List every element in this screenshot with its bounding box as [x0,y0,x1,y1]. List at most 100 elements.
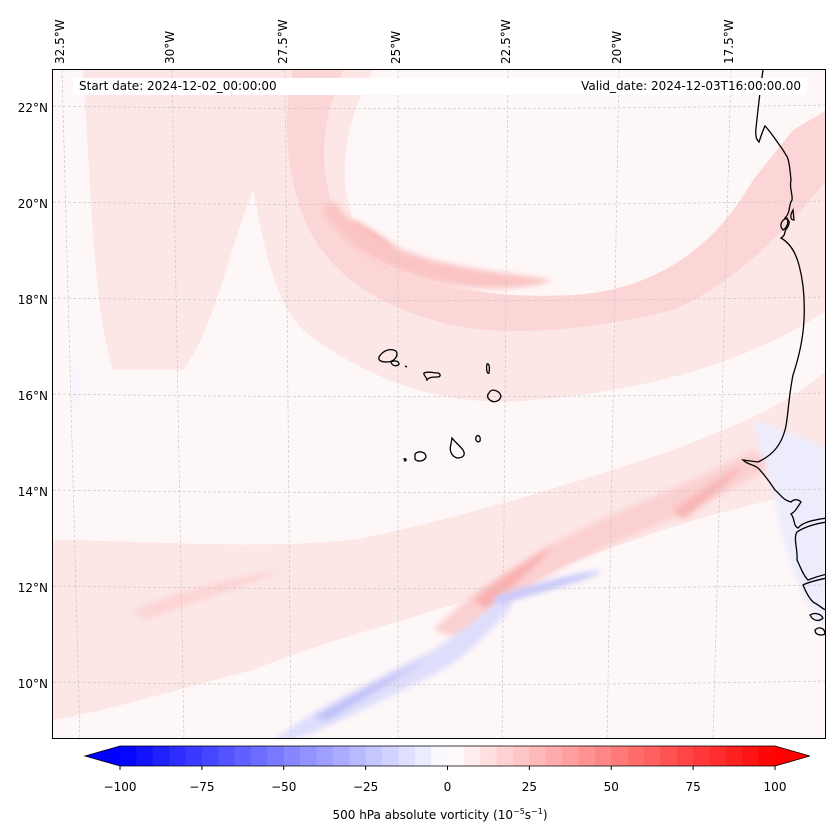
colorbar-segment [365,746,383,766]
island-maio [475,434,481,443]
field-region-negative-diagonal [275,595,513,738]
valid-date-label: Valid_date: 2024-12-03T16:00:00.00 [513,78,807,95]
colorbar-tick-label: 100 [763,780,787,794]
colorbar-segment [496,746,514,766]
colorbar-segment [480,746,498,766]
longitude-tick-label: 30°W [163,30,177,64]
longitude-gridline [501,70,509,738]
colorbar-segment [660,746,678,766]
colorbar-tick-label: −25 [352,780,379,794]
colorbar-segment [251,746,268,766]
field-region-negative-diagonal-core [313,658,428,720]
colorbar-segment [529,746,547,766]
field-region-positive-west-band [133,570,283,620]
colorbar-svg [83,745,812,770]
start-date-label: Start date: 2024-12-02_00:00:00 [73,78,519,95]
field-region-positive-arc [286,70,825,331]
colorbar-segment [349,746,367,766]
longitude-tick-label: 17.5°W [722,19,736,64]
field-region-positive-arc-peak [348,220,398,250]
latitude-gridline [53,104,825,110]
latitude-gridline [53,200,825,206]
colorbar-segment [414,746,432,766]
field-region-negative-center [493,570,601,604]
island-santiago [449,436,465,459]
longitude-tick-label: 20°W [610,30,624,64]
colorbar-segment [578,746,596,766]
colorbar-label-end: ) [542,808,548,822]
latitude-gridline [53,296,825,302]
colorbar-segment [382,746,399,766]
island-sal [485,363,491,375]
graticule [53,70,825,738]
longitude-gridline [61,70,81,738]
longitude-tick-label: 22.5°W [499,19,513,64]
latitude-tick-label: 18°N [17,293,48,307]
colorbar-segment [594,746,612,766]
colorbar-segment [201,746,219,766]
colorbar-segment [709,746,727,766]
colorbar-extend-min [85,746,120,766]
vorticity-field [53,70,825,738]
colorbar-segment [185,746,203,766]
field-region-positive-arc-core [323,200,553,289]
colorbar-segment [398,746,416,766]
latitude-tick-label: 10°N [17,677,48,691]
colorbar-segment [463,746,481,766]
colorbar-segment [300,746,317,766]
colorbar-label-exp1: −5 [512,807,525,816]
colorbar-tick-label: 25 [521,780,538,794]
longitude-tick-label: 27.5°W [276,19,290,64]
colorbar-segment [283,746,301,766]
map-panel [52,69,826,739]
longitude-gridline [606,70,620,738]
colorbar-segment [120,746,137,766]
latitude-tick-label: 22°N [17,101,48,115]
colorbar-segment [136,746,154,766]
coastline-west-africa [741,70,825,611]
colorbar-tick-label: −100 [103,780,137,794]
field-region-negative-west [72,360,80,410]
colorbar-segment [676,746,694,766]
island-sao-nicolau [423,371,441,382]
coastline-canary-edge [780,207,795,231]
colorbar-segment [758,746,776,766]
latitude-gridline [53,392,825,398]
longitude-tick-label: 25°W [389,30,403,64]
colorbar-segment [218,746,236,766]
latitude-tick-label: 16°N [17,389,48,403]
colorbar-segment [627,746,645,766]
colorbar-label-main: 500 hPa absolute vorticity (10 [332,808,513,822]
colorbar-segment [332,746,350,766]
colorbar-segment [693,746,710,766]
island-fogo [414,451,427,462]
longitude-gridline [712,70,732,738]
island-boa-vista [486,389,502,403]
island-brava [403,458,407,462]
colorbar-segment [725,746,743,766]
colorbar-label-mid: s [524,808,532,822]
longitude-tick-label: 32.5°W [53,19,67,64]
colorbar-label-exp2: −1 [531,807,543,816]
coastline-guinea-bissau-islands [809,612,825,636]
vorticity-map [53,70,825,738]
colorbar-segment [431,746,448,766]
colorbar-label: 500 hPa absolute vorticity (10−5s−1) [0,807,837,822]
longitude-gridline [171,70,185,738]
colorbar-segment [234,746,252,766]
colorbar-tick-label: 50 [603,780,619,794]
field-region-positive-diagonal-core [473,545,553,610]
colorbar-tick-label: −75 [189,780,215,794]
colorbar-segment [513,746,530,766]
latitude-tick-label: 12°N [17,581,48,595]
colorbar-segment [316,746,334,766]
colorbar-segment [447,746,465,766]
longitude-gridline [284,70,292,738]
island-santo-antao [378,349,398,363]
latitude-tick-label: 20°N [17,197,48,211]
colorbar-segment [545,746,563,766]
colorbar-tick-label: 75 [685,780,701,794]
latitude-gridline [53,488,825,494]
colorbar-segment [562,746,579,766]
